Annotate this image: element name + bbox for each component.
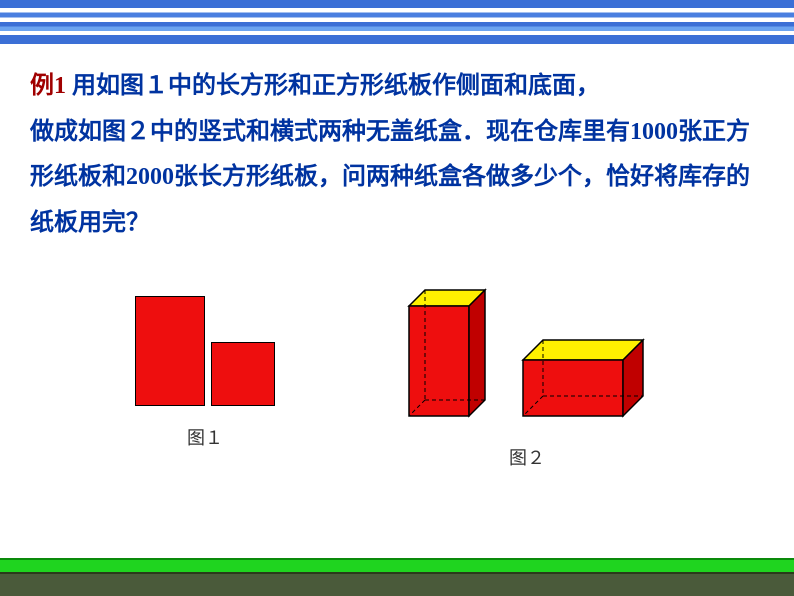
figure-1-group: 图１ [135, 286, 275, 470]
rectangle-shape [135, 296, 205, 406]
figure-2-group: 图２ [395, 286, 659, 470]
problem-line1: 用如图１中的长方形和正方形纸板作侧面和底面， [66, 73, 600, 99]
figure-1-shapes [135, 286, 275, 406]
square-shape [211, 342, 275, 406]
footer [0, 558, 794, 596]
figure-2-shapes [395, 286, 659, 426]
footer-green-bar [0, 558, 794, 572]
footer-dark-bar [0, 572, 794, 596]
problem-text: 例1 用如图１中的长方形和正方形纸板作侧面和底面， 做成如图２中的竖式和横式两种… [30, 64, 764, 246]
content-area: 例1 用如图１中的长方形和正方形纸板作侧面和底面， 做成如图２中的竖式和横式两种… [0, 44, 794, 470]
figure-1-label: 图１ [187, 424, 223, 450]
example-label: 例1 [30, 73, 66, 99]
problem-line2: 做成如图２中的竖式和横式两种无盖纸盒．现在仓库里有1000张正方形纸板和2000… [30, 110, 764, 247]
figure-2-label: 图２ [509, 444, 545, 470]
figures-row: 图１ [30, 286, 764, 470]
horizontal-box-icon [509, 326, 659, 426]
sky-banner [0, 0, 794, 44]
vertical-box-icon [395, 286, 495, 426]
